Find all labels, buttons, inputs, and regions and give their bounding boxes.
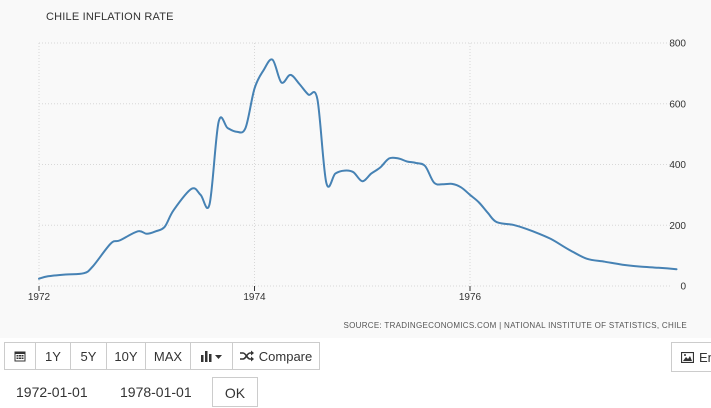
y-axis: 0 200 400 600 800 [669,39,686,293]
x-axis: 1972 1974 1976 [28,286,482,303]
grid-layer [38,42,672,287]
x-tick-label: 1976 [459,292,482,303]
chart-toolbar: 1Y 5Y 10Y MAX Compare [4,342,320,372]
export-button[interactable]: En [671,342,711,372]
range-5y-button[interactable]: 5Y [70,342,107,370]
y-tick-label: 400 [669,160,686,171]
export-label: En [699,349,711,365]
compare-button[interactable]: Compare [232,342,320,370]
range-1y-button[interactable]: 1Y [35,342,71,370]
ok-button[interactable]: OK [212,377,258,407]
calendar-icon [14,351,26,362]
y-tick-label: 0 [680,282,686,293]
y-tick-label: 800 [669,39,686,50]
x-tick-label: 1974 [243,292,266,303]
chart-type-button[interactable] [190,342,233,370]
chart-area: CHILE INFLATION RATE 1972 1974 1976 0 200 40… [27,11,687,330]
compare-label: Compare [258,348,313,364]
start-date-input[interactable]: 1972-01-01 [16,384,88,400]
chart-title: CHILE INFLATION RATE [46,11,174,23]
source-note: SOURCE: TRADINGECONOMICS.COM | NATIONAL … [343,321,687,330]
y-tick-label: 600 [669,99,686,110]
series-line [38,58,678,280]
bar-chart-icon [200,351,222,362]
calendar-button[interactable] [4,342,36,370]
image-icon [681,351,694,363]
x-tick-label: 1972 [28,292,51,303]
chart-svg: 1972 1974 1976 0 200 400 600 800 [28,39,687,304]
caret-down-icon [214,355,222,359]
range-10y-button[interactable]: 10Y [106,342,146,370]
y-tick-label: 200 [669,221,686,232]
date-range-row: 1972-01-01 1978-01-01 [0,376,711,400]
range-max-button[interactable]: MAX [145,342,191,370]
shuffle-icon [239,350,254,362]
end-date-input[interactable]: 1978-01-01 [120,384,192,400]
